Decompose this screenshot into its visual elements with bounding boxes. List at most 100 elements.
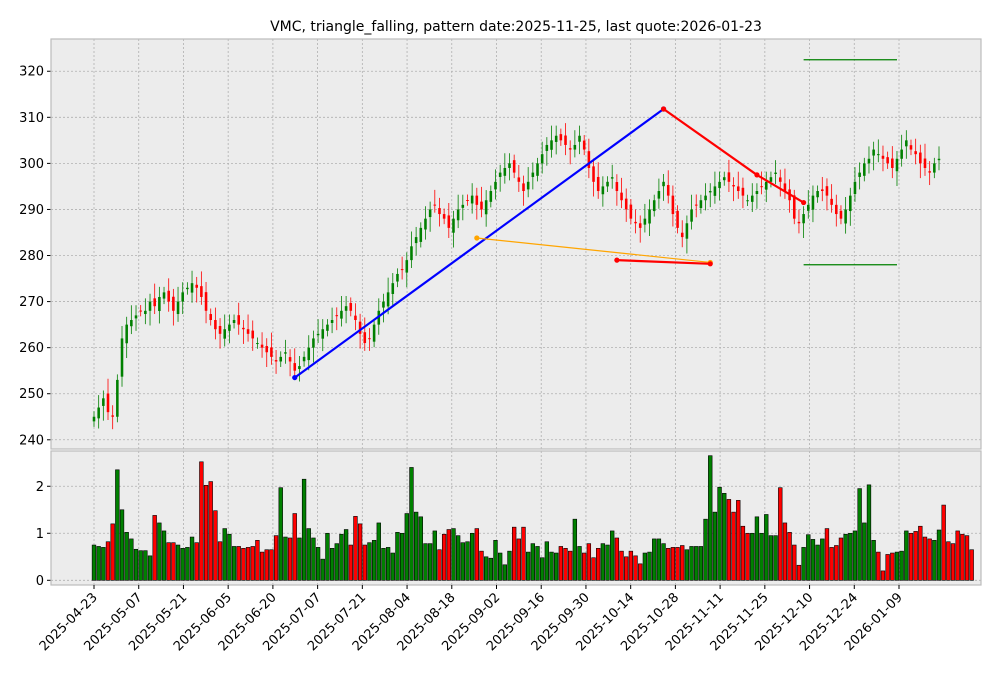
volume-bar (698, 546, 704, 581)
volume-bar (806, 534, 811, 581)
candle-body (559, 134, 563, 141)
volume-bar (371, 540, 377, 581)
candle-body (690, 209, 693, 222)
price-y-tick-label: 320 (19, 65, 44, 80)
volume-bar (764, 514, 769, 581)
candle-body (330, 320, 334, 324)
candle-body (302, 356, 306, 362)
candle-body (265, 346, 269, 353)
volume-bar (890, 552, 895, 581)
candle-body (480, 201, 483, 210)
price-panel-border (50, 38, 982, 450)
candle-body (732, 185, 735, 187)
candle-body (396, 273, 399, 282)
candle-body (816, 191, 819, 198)
price-y-tick-label: 250 (19, 387, 44, 402)
candle-body (937, 158, 941, 161)
volume-bar (750, 532, 755, 581)
candle-body (167, 290, 170, 302)
volume-bar (152, 515, 157, 581)
candle-body (125, 324, 128, 344)
volume-bar (306, 528, 311, 581)
volume-bar (922, 536, 928, 581)
volume-bar (852, 530, 858, 581)
volume-bar (161, 530, 167, 581)
volume-bar (600, 543, 606, 581)
volume-bar (185, 547, 190, 581)
volume-bar (586, 543, 592, 581)
candle-body (821, 189, 824, 192)
volume-bar (465, 541, 470, 581)
volume-bar (217, 541, 223, 581)
candle-body (424, 218, 427, 230)
candle-body (288, 357, 292, 362)
volume-bar (703, 518, 708, 581)
candle-body (386, 292, 390, 307)
pattern-point-red-lower (707, 261, 713, 267)
candle-body (508, 163, 511, 168)
volume-bar (834, 545, 839, 581)
candle-body (116, 379, 119, 417)
volume-bar (222, 528, 227, 581)
volume-bar (404, 513, 409, 581)
candle-body (750, 195, 754, 202)
candle-body (909, 145, 913, 150)
candle-body (825, 186, 829, 196)
volume-bar (399, 532, 405, 581)
candle-body (606, 181, 609, 187)
candle-body (237, 315, 241, 325)
candle-body (811, 195, 815, 210)
volume-bar (451, 528, 456, 581)
candle-body (517, 177, 521, 182)
volume-bar (441, 533, 447, 581)
volume-bar (843, 533, 848, 581)
candle-body (484, 200, 488, 215)
price-y-tick-label: 280 (19, 249, 44, 264)
candle-body (186, 287, 189, 290)
candle-body (321, 329, 325, 339)
candle-body (778, 177, 782, 182)
candle-body (764, 181, 768, 190)
volume-bar (913, 531, 918, 581)
volume-bar (269, 549, 274, 581)
candle-body (573, 144, 577, 150)
volume-bar (768, 535, 774, 581)
volume-bar (820, 538, 825, 581)
volume-bar (577, 546, 582, 581)
candle-body (592, 166, 595, 182)
candle-body (774, 172, 777, 174)
volume-bar (554, 552, 559, 581)
volume-bar (675, 547, 680, 581)
candle-body (340, 310, 343, 319)
candle-body (130, 320, 133, 327)
candle-body (624, 198, 628, 210)
volume-bar (904, 530, 909, 581)
volume-y-tick-label: 2 (36, 480, 44, 495)
volume-bar (876, 551, 881, 581)
candle-body (172, 296, 175, 311)
volume-bar (862, 522, 867, 581)
volume-bar (259, 551, 265, 581)
candle-body (554, 135, 558, 142)
volume-bar (871, 540, 876, 581)
volume-bar (133, 548, 139, 581)
volume-bar (227, 533, 232, 581)
volume-bar (829, 547, 834, 581)
volume-bar (147, 555, 153, 581)
volume-bar (213, 510, 218, 581)
volume-bar (530, 543, 536, 581)
volume-bar (624, 556, 629, 581)
candle-body (106, 393, 110, 413)
volume-bar (96, 546, 101, 581)
volume-bar (199, 461, 204, 581)
volume-bar (796, 564, 802, 581)
candle-body (475, 195, 479, 205)
volume-bar (666, 548, 671, 581)
volume-bar (810, 539, 816, 581)
volume-bar (941, 504, 946, 581)
volume-bar (129, 538, 134, 581)
candle-body (802, 214, 805, 224)
volume-bar (722, 493, 727, 581)
volume-bar (357, 523, 363, 581)
volume-bar (409, 467, 414, 581)
